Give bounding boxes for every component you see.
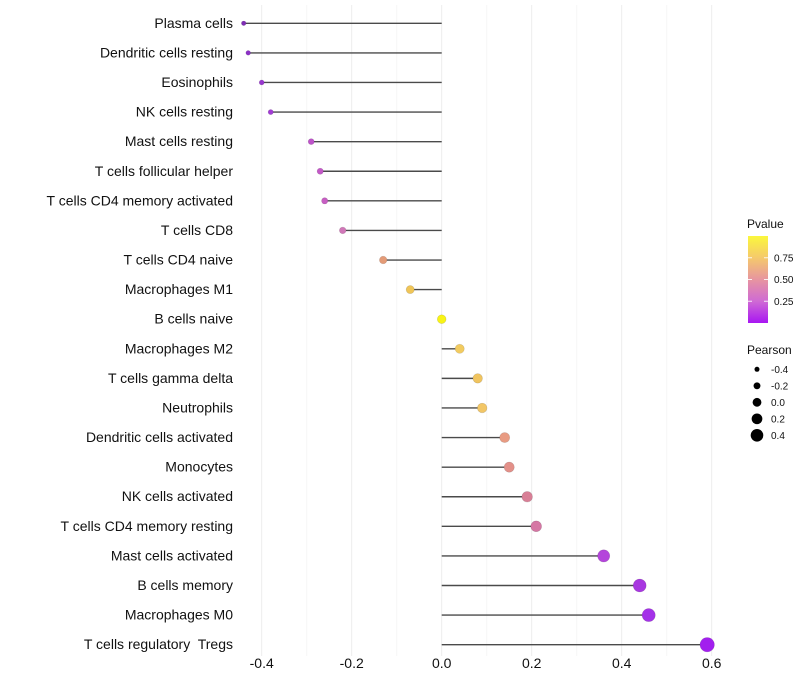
lollipop-dot [267, 109, 274, 115]
pearson-size-dot [754, 366, 760, 372]
category-label: NK cells activated [122, 488, 233, 504]
category-label: T cells CD4 memory resting [61, 518, 233, 534]
category-label: T cells regulatory Tregs [84, 636, 233, 652]
pearson-size-dot [750, 429, 764, 442]
lollipop-dot [339, 226, 347, 235]
pearson-size-dot [753, 382, 761, 390]
pvalue-legend-title: Pvalue [747, 217, 784, 231]
category-label: Macrophages M1 [125, 281, 233, 297]
lollipop-dot [521, 491, 533, 503]
lollipop-dot [405, 285, 415, 294]
lollipop-dot [245, 50, 251, 56]
lollipop-dot [499, 432, 511, 443]
category-label: B cells naive [154, 311, 233, 327]
category-label: Plasma cells [154, 15, 233, 31]
lollipop-dot [477, 402, 488, 414]
category-label: Monocytes [165, 459, 233, 475]
category-label: Eosinophils [161, 74, 233, 90]
pearson-size-label: -0.4 [771, 365, 789, 376]
pvalue-tick-label: 0.75 [774, 253, 794, 264]
lollipop-dot [316, 167, 324, 175]
lollipop-dot [454, 343, 465, 354]
x-tick-label: -0.2 [340, 655, 364, 671]
lollipop-dot [437, 314, 447, 324]
lollipop-dot [321, 197, 329, 205]
lollipop-dot [379, 255, 388, 265]
x-tick-label: -0.4 [250, 655, 274, 671]
category-label: T cells CD4 memory activated [47, 192, 233, 208]
pearson-size-dot [752, 397, 762, 407]
lollipop-dot [530, 520, 542, 533]
lollipop-dot [632, 578, 647, 593]
x-tick-label: 0.0 [432, 655, 452, 671]
category-label: Macrophages M0 [125, 607, 233, 623]
pearson-size-label: 0.4 [771, 431, 785, 442]
lollipop-dot [597, 549, 611, 563]
pearson-size-dot [751, 413, 763, 425]
pvalue-gradient-bar [748, 236, 768, 323]
category-label: Macrophages M2 [125, 340, 233, 356]
lollipop-dot [472, 373, 483, 384]
category-label: Dendritic cells resting [100, 44, 233, 60]
category-label: Mast cells activated [111, 547, 233, 563]
x-tick-label: 0.6 [702, 655, 722, 671]
category-label: Dendritic cells activated [86, 429, 233, 445]
category-label: T cells CD4 naive [124, 252, 234, 268]
pearson-size-label: 0.2 [771, 414, 785, 425]
category-label: T cells CD8 [161, 222, 233, 238]
lollipop-dot [699, 637, 715, 653]
pearson-size-label: 0.0 [771, 398, 785, 409]
category-label: NK cells resting [136, 104, 233, 120]
category-label: T cells gamma delta [108, 370, 233, 386]
category-label: T cells follicular helper [95, 163, 234, 179]
category-label: Mast cells resting [125, 133, 233, 149]
pearson-size-label: -0.2 [771, 381, 789, 392]
lollipop-dot [241, 20, 247, 26]
pvalue-tick-label: 0.50 [774, 275, 794, 286]
pearson-legend-title: Pearson [747, 343, 792, 357]
lollipop-dot [258, 79, 265, 86]
lollipop-dot [641, 608, 656, 622]
lollipop-dot [503, 461, 515, 473]
x-tick-label: 0.4 [612, 655, 632, 671]
category-label: Neutrophils [162, 399, 233, 415]
lollipop-dot [307, 138, 315, 145]
pvalue-tick-label: 0.25 [774, 297, 794, 308]
category-label: B cells memory [137, 577, 233, 593]
x-tick-label: 0.2 [522, 655, 542, 671]
